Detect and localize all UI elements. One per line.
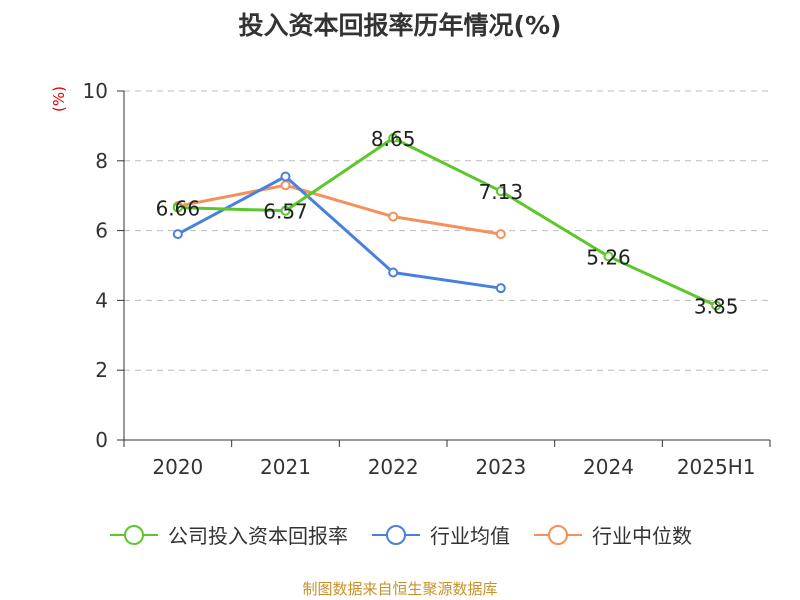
series-line <box>177 183 502 236</box>
legend-item[interactable]: 公司投入资本回报率 <box>108 520 348 549</box>
x-tick-label: 2020 <box>152 455 203 479</box>
data-point <box>388 133 399 144</box>
data-label: 6.57 <box>263 200 308 224</box>
y-tick-label: 10 <box>83 79 108 103</box>
data-point <box>711 300 722 311</box>
y-tick-label: 6 <box>95 219 108 243</box>
y-tick-label: 2 <box>95 358 108 382</box>
x-tick-label: 2024 <box>583 455 634 479</box>
data-label: 5.26 <box>586 245 631 269</box>
data-point <box>172 202 183 213</box>
legend-item[interactable]: 行业均值 <box>370 520 510 549</box>
x-tick-label: 2021 <box>260 455 311 479</box>
data-point <box>495 283 506 294</box>
series-line <box>177 175 502 290</box>
y-tick-label: 0 <box>95 428 108 452</box>
legend-item[interactable]: 行业中位数 <box>532 520 692 549</box>
data-label: 6.66 <box>156 197 201 221</box>
data-point <box>388 211 399 222</box>
y-tick-label: 8 <box>95 149 108 173</box>
data-point <box>495 186 506 197</box>
data-label: 8.65 <box>371 127 416 151</box>
legend-line-marker-icon <box>534 524 582 545</box>
data-point <box>603 251 614 262</box>
legend-label: 行业中位数 <box>592 524 692 548</box>
x-tick-label: 2025H1 <box>677 455 756 479</box>
data-label: 7.13 <box>479 180 524 204</box>
legend: 公司投入资本回报率 行业均值 行业中位数 <box>0 520 800 549</box>
data-point <box>495 229 506 240</box>
x-tick-label: 2022 <box>368 455 419 479</box>
data-label: 3.85 <box>694 295 739 319</box>
series-line <box>177 136 717 307</box>
y-tick-label: 4 <box>95 288 108 312</box>
chart-title: 投入资本回报率历年情况(%) <box>238 11 562 40</box>
legend-line-marker-icon <box>110 524 158 545</box>
source-note: 制图数据来自恒生聚源数据库 <box>302 580 498 598</box>
data-point <box>280 205 291 216</box>
data-point <box>280 180 291 191</box>
legend-label: 公司投入资本回报率 <box>168 524 348 548</box>
data-point <box>172 229 183 240</box>
data-point <box>388 267 399 278</box>
legend-label: 行业均值 <box>430 524 510 548</box>
data-point <box>280 171 291 182</box>
x-tick-label: 2023 <box>475 455 526 479</box>
legend-line-marker-icon <box>372 524 420 545</box>
